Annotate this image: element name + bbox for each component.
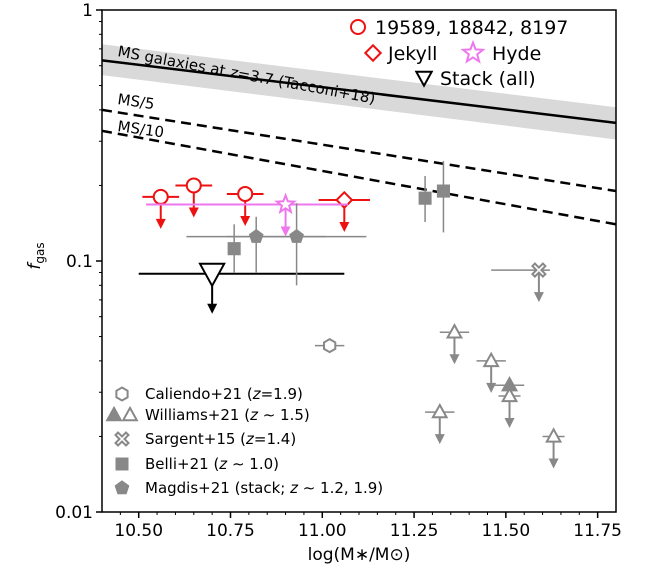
point-6-4 — [545, 427, 563, 443]
legend-label-0: 19589, 18842, 8197 — [375, 17, 568, 39]
ms-line — [102, 59, 616, 125]
legend-bottom-label-4: Magdis+21 (stack; z ∼ 1.2, 1.9) — [145, 479, 383, 497]
legend-top: 19589, 18842, 8197 Jekyll Hyde Stack (all) — [350, 17, 568, 90]
x-tick-label: 10.50 — [114, 521, 163, 541]
legend-marker-2 — [460, 39, 486, 64]
point-6-2-limit-head — [504, 417, 515, 428]
legend-bottom-label-post: =1.9) — [261, 385, 303, 403]
point-3-0-limit-head — [207, 303, 218, 314]
series-3 — [138, 262, 345, 314]
point-0-1-limit-head — [188, 207, 199, 218]
legend-bottom-marker-0 — [115, 386, 129, 402]
legend-bottom-label-post: ∼ 1.0) — [227, 455, 279, 473]
series-8 — [227, 161, 450, 273]
point-6-1 — [482, 351, 500, 368]
legend-label-3: Stack (all) — [440, 68, 536, 90]
point-8-0 — [227, 242, 241, 256]
point-2-0-limit-head — [280, 226, 291, 237]
point-0-2 — [237, 185, 254, 202]
legend-marker-0 — [350, 19, 366, 35]
point-6-4-limit-head — [548, 458, 559, 469]
point-7-0-limit-head — [533, 292, 544, 303]
point-0-1 — [185, 177, 202, 194]
legend-bottom-label-pre: Sargent+15 ( — [145, 430, 246, 448]
legend-bottom: Caliendo+21 (z=1.9)Williams+21 (z ∼ 1.5)… — [105, 385, 383, 497]
y-tick-label: 1 — [82, 1, 93, 21]
x-tick-label: 11.25 — [390, 521, 439, 541]
point-9-1 — [289, 228, 304, 243]
point-4-0 — [323, 337, 337, 354]
series-0 — [142, 177, 264, 229]
legend-bottom-label-3: Belli+21 (z ∼ 1.0) — [145, 455, 279, 473]
legend-bottom-marker-3 — [115, 457, 129, 471]
legend-label-1: Jekyll — [387, 43, 437, 65]
x-axis-title: log(M∗/M⊙) — [308, 545, 411, 565]
legend-bottom-label-z: z — [245, 430, 255, 448]
legend-marker-1 — [363, 43, 383, 63]
legend-bottom-marker-1a — [105, 405, 123, 422]
x-tick-label: 11.00 — [298, 521, 347, 541]
point-7-0 — [530, 262, 547, 279]
point-0-0-limit-head — [155, 218, 166, 229]
data-points — [138, 161, 565, 469]
legend-bottom-label-0: Caliendo+21 (z=1.9) — [145, 385, 303, 403]
legend-bottom-label-post: =1.4) — [254, 430, 296, 448]
point-3-0 — [198, 262, 226, 288]
legend-bottom-label-post: ∼ 1.2, 1.9) — [298, 479, 383, 497]
series-2 — [146, 192, 348, 237]
ms5-annotation: MS/5 — [116, 90, 155, 113]
point-6-0 — [445, 323, 463, 339]
series-7 — [491, 262, 550, 303]
legend-bottom-label-z: z — [252, 385, 262, 403]
legend-bottom-marker-2 — [114, 431, 130, 447]
ms-lines — [102, 59, 616, 226]
point-8-1 — [418, 191, 432, 205]
series-9 — [186, 203, 367, 286]
ms10-line — [102, 129, 616, 226]
point-6-3 — [431, 402, 449, 419]
legend-marker-3 — [414, 70, 434, 88]
x-tick-label: 10.75 — [206, 521, 255, 541]
legend-bottom-label-z: z — [249, 406, 259, 424]
legend-bottom-label-pre: Belli+21 ( — [145, 455, 219, 473]
series-4 — [314, 337, 345, 354]
point-6-3-limit-head — [434, 434, 445, 445]
legend-bottom-label-z: z — [289, 479, 299, 497]
legend-bottom-label-pre: Magdis+21 (stack; — [145, 479, 290, 497]
y-tick-label: 0.1 — [66, 252, 93, 272]
point-6-0-limit-head — [449, 354, 460, 365]
legend-bottom-label-post: ∼ 1.5) — [258, 406, 310, 424]
legend-bottom-marker-4 — [114, 480, 130, 495]
series-6 — [425, 323, 565, 469]
legend-label-2: Hyde — [492, 43, 541, 65]
point-0-0 — [152, 188, 169, 205]
point-2-0 — [274, 192, 297, 215]
point-0-2-limit-head — [240, 215, 251, 226]
legend-bottom-label-1: Williams+21 (z ∼ 1.5) — [145, 406, 310, 424]
legend-bottom-marker-1b — [121, 405, 139, 422]
y-tick-label: 0.01 — [55, 503, 93, 523]
x-tick-label: 11.75 — [573, 521, 622, 541]
ms5-line — [102, 108, 616, 193]
point-6-1-limit-head — [486, 382, 497, 393]
legend-bottom-label-z: z — [218, 455, 228, 473]
point-8-2 — [436, 184, 450, 198]
axes: 10.50 10.75 11.00 11.25 11.50 11.75 0.01 0.1 1 — [55, 1, 622, 541]
x-tick-label: 11.50 — [482, 521, 531, 541]
point-1-0-limit-head — [339, 221, 350, 232]
point-6-2 — [501, 386, 519, 403]
y-axis-title: fgas — [25, 242, 47, 269]
legend-bottom-label-2: Sargent+15 (z=1.4) — [145, 430, 296, 448]
legend-bottom-label-pre: Caliendo+21 ( — [145, 385, 253, 403]
legend-bottom-label-pre: Williams+21 ( — [145, 406, 250, 424]
